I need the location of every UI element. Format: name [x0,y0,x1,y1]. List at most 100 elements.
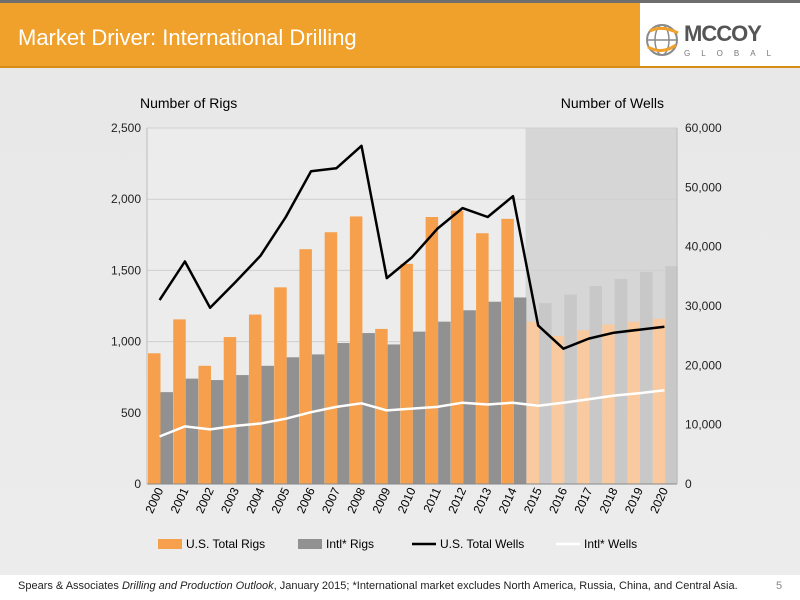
x-tick-label: 2012 [445,485,469,515]
us-rigs-bar [450,210,464,484]
x-tick-label: 2000 [142,485,166,515]
x-tick-label: 2020 [647,485,671,515]
x-tick-label: 2011 [420,485,444,515]
top-strip [0,0,800,3]
right-tick-label: 30,000 [685,299,722,313]
us-rigs-bar [526,321,540,484]
intl-rigs-bar [589,286,603,484]
us-rigs-bar [299,249,312,484]
logo-name: MCCOY [684,21,762,46]
x-tick-label: 2018 [597,485,621,515]
us-rigs-bar [198,365,211,484]
right-tick-label: 50,000 [685,180,722,194]
intl-rigs-bar [286,357,300,484]
us-rigs-bar [551,335,565,484]
intl-rigs-bar [210,380,224,484]
right-axis-label: Number of Wells [561,95,664,111]
x-tick-label: 2002 [193,485,217,515]
x-tick-label: 2019 [622,485,646,515]
drilling-chart: 0 500 1,000 1,500 2,000 2,500 0 10,000 20,000 30,… [111,95,722,551]
x-tick-label: 2005 [269,485,293,515]
us-rigs-bar [400,263,413,484]
x-tick-label: 2014 [496,485,520,515]
legend-label-us-wells: U.S. Total Wells [440,537,524,551]
intl-rigs-bar [539,303,552,484]
x-tick-label: 2017 [571,485,595,515]
us-rigs-bar [349,216,363,484]
legend-label-us-rigs: U.S. Total Rigs [186,537,265,551]
slide-title: Market Driver: International Drilling [18,25,357,50]
us-rigs-bar [148,353,161,484]
x-tick-label: 2010 [395,485,419,515]
x-tick-label: 2004 [243,485,267,515]
us-rigs-bar [324,232,338,484]
source-italic: Drilling and Production Outlook [121,580,274,592]
left-tick-label: 2,000 [111,192,141,206]
x-tick-label: 2013 [470,485,494,515]
us-rigs-bar [476,233,489,484]
x-tick-label: 2016 [546,485,570,515]
source-rest: , January 2015; *International market ex… [273,580,738,592]
page-number: 5 [776,580,783,592]
intl-wells-line [159,389,665,438]
source-note: Spears & Associates Drilling and Product… [18,580,738,592]
footer: Spears & Associates Drilling and Product… [0,575,800,600]
company-logo: MCCOY GLOBAL [640,3,800,66]
intl-rigs-bar [362,333,375,484]
intl-rigs-bar [387,344,401,484]
intl-rigs-bar [185,378,199,484]
right-tick-label: 10,000 [685,418,722,432]
legend-label-intl-wells: Intl* Wells [584,537,637,551]
us-rigs-bar [223,337,237,484]
x-tick-label: 2003 [218,485,242,515]
intl-rigs-bar [337,343,350,484]
x-tick-label: 2008 [344,485,368,515]
intl-rigs-bar [463,310,476,484]
intl-rigs-bar [236,375,249,484]
slide-header: Market Driver: International Drilling [0,3,640,66]
x-tick-label: 2001 [168,485,192,515]
intl-rigs-bar [640,271,653,484]
intl-rigs-bar [261,365,274,484]
left-tick-label: 1,000 [111,335,141,349]
logo-sub: GLOBAL [684,49,783,58]
us-rigs-bar [652,318,666,484]
us-rigs-bar [501,218,514,484]
us-rigs-bar [375,328,388,484]
right-tick-label: 20,000 [685,358,722,372]
intl-rigs-bar [438,321,451,484]
us-rigs-bar [602,324,615,484]
x-tick-label: 2015 [521,485,545,515]
left-tick-label: 0 [134,477,141,491]
x-tick-label: 2009 [370,485,394,515]
left-tick-label: 2,500 [111,121,141,135]
intl-rigs-bar [160,392,173,484]
globe-logo-icon [646,24,679,56]
intl-rigs-bar [614,278,628,484]
us-rigs-bar [425,217,439,484]
intl-rigs-bar [488,301,502,484]
us-rigs-bar [274,287,287,484]
left-tick-label: 1,500 [111,263,141,277]
header-rule [0,66,800,68]
left-tick-label: 500 [121,406,141,420]
intl-rigs-bar [311,354,325,484]
intl-rigs-bar [665,266,678,484]
legend-swatch-us-rigs [158,539,182,549]
chart-panel: 0 500 1,000 1,500 2,000 2,500 0 10,000 20,000 30,… [0,68,800,575]
intl-rigs-bar [564,294,577,484]
us-rigs-bar [577,330,590,484]
us-rigs-bar [248,314,262,484]
legend-swatch-intl-rigs [298,539,322,549]
us-rigs-bar [627,321,641,484]
right-tick-label: 60,000 [685,121,722,135]
right-tick-label: 40,000 [685,240,722,254]
legend-label-intl-rigs: Intl* Rigs [326,537,374,551]
right-tick-label: 0 [685,477,692,491]
us-rigs-bar [173,319,186,484]
us-wells-line [158,144,665,350]
intl-rigs-bar [513,297,527,484]
source-plain: Spears & Associates [18,580,122,592]
left-axis-label: Number of Rigs [140,95,237,111]
x-tick-label: 2007 [319,485,343,515]
